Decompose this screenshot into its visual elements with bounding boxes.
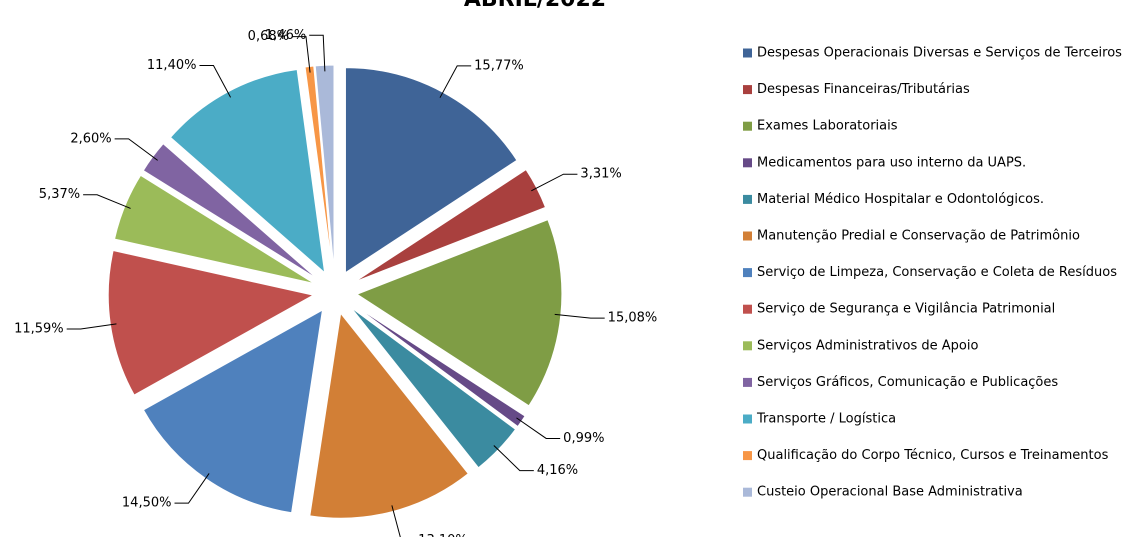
legend-label: Serviços Administrativos de Apoio bbox=[757, 338, 978, 353]
data-label: 1,46% bbox=[265, 28, 306, 43]
data-label: 5,37% bbox=[39, 187, 80, 202]
legend-label: Despesas Financeiras/Tributárias bbox=[757, 82, 970, 97]
data-label: 3,31% bbox=[580, 167, 621, 182]
leader-line bbox=[114, 138, 158, 161]
legend-label: Transporte / Logística bbox=[756, 412, 896, 427]
legend-swatch bbox=[743, 377, 752, 387]
legend-swatch bbox=[743, 194, 752, 204]
data-label: 2,60% bbox=[70, 131, 111, 146]
data-label: 15,77% bbox=[474, 58, 524, 73]
leader-line bbox=[493, 445, 534, 472]
leader-line bbox=[391, 505, 401, 537]
leader-line bbox=[66, 323, 117, 330]
legend-swatch bbox=[743, 487, 752, 497]
leader-line bbox=[83, 194, 131, 209]
legend-label: Serviços Gráficos, Comunicação e Publica… bbox=[757, 375, 1058, 390]
data-label: 4,16% bbox=[537, 463, 578, 478]
legend-label: Custeio Operacional Base Administrativa bbox=[757, 485, 1023, 500]
leader-line bbox=[199, 65, 232, 98]
legend-label: Medicamentos para uso interno da UAPS. bbox=[757, 155, 1026, 170]
legend-swatch bbox=[743, 414, 752, 424]
legend-swatch bbox=[743, 231, 752, 241]
leader-line bbox=[174, 473, 210, 504]
leader-line bbox=[309, 34, 326, 72]
leader-line bbox=[531, 173, 578, 192]
leader-line bbox=[516, 417, 561, 439]
legend-swatch bbox=[743, 268, 752, 278]
legend-label: Qualificação do Corpo Técnico, Cursos e … bbox=[757, 448, 1109, 463]
leader-line bbox=[554, 313, 605, 319]
leader-line bbox=[439, 65, 472, 98]
legend-label: Serviço de Limpeza, Conservação e Coleta… bbox=[757, 265, 1117, 280]
legend-label: Despesas Operacionais Diversas e Serviço… bbox=[757, 46, 1122, 61]
leader-line bbox=[291, 36, 311, 73]
legend-label: Material Médico Hospitalar e Odontológic… bbox=[757, 192, 1044, 207]
chart-title: ABRIL/2022 bbox=[464, 0, 606, 12]
legend-swatch bbox=[743, 341, 752, 351]
legend-label: Manutenção Predial e Conservação de Patr… bbox=[757, 229, 1080, 244]
legend-swatch bbox=[743, 121, 752, 131]
data-label: 13,10% bbox=[418, 533, 468, 537]
legend-swatch bbox=[743, 451, 752, 461]
legend-label: Serviço de Segurança e Vigilância Patrim… bbox=[757, 302, 1055, 317]
legend-swatch bbox=[743, 48, 752, 58]
data-label: 0,68% bbox=[248, 29, 289, 44]
legend-label: Exames Laboratoriais bbox=[757, 119, 898, 134]
data-label: 0,99% bbox=[563, 431, 604, 446]
legend-swatch bbox=[743, 85, 752, 95]
legend-swatch bbox=[743, 158, 752, 168]
data-label: 11,40% bbox=[147, 58, 197, 73]
data-label: 11,59% bbox=[14, 322, 64, 337]
data-label: 15,08% bbox=[608, 311, 658, 326]
legend-swatch bbox=[743, 304, 752, 314]
data-label: 14,50% bbox=[122, 496, 172, 511]
